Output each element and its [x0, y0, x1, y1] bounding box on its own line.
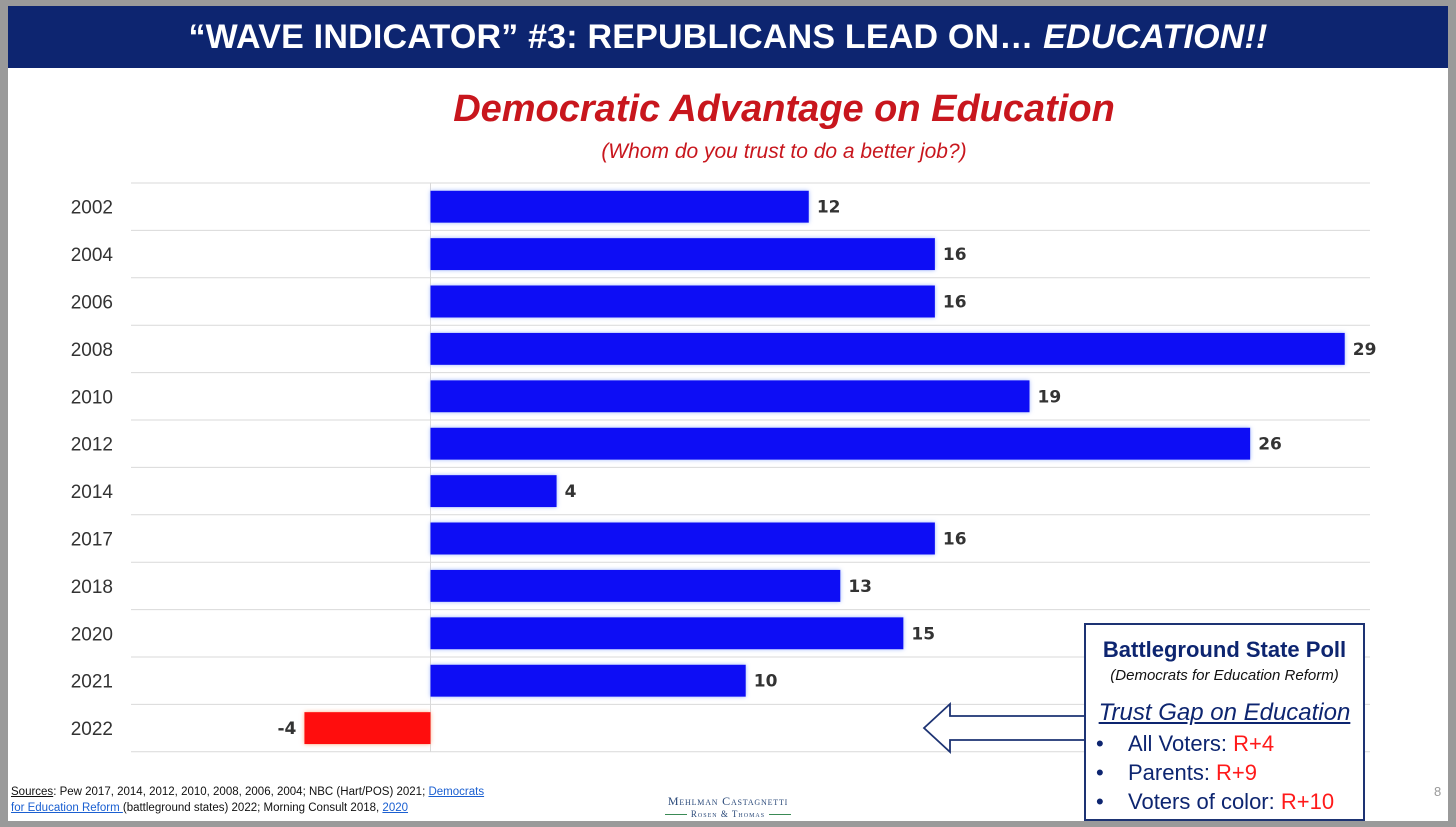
sources-link-dfer[interactable]: Democrats [428, 786, 485, 798]
category-label: 2012 [71, 435, 113, 456]
category-label: 2022 [71, 719, 113, 740]
value-label: 15 [911, 624, 935, 644]
sources-link-dfer-cont[interactable]: for Education Reform [11, 802, 123, 814]
item-label: Voters of color: [1128, 789, 1281, 814]
callout-subtitle: (Democrats for Education Reform) [1110, 667, 1339, 684]
category-label: 2020 [71, 624, 113, 645]
sources-link-2020[interactable]: 2020 [382, 802, 409, 814]
bar-2010 [430, 380, 1030, 413]
category-label: 2014 [71, 482, 114, 503]
logo-line-1: Mehlman Castagnetti [667, 794, 789, 808]
value-label: 4 [565, 482, 577, 502]
sources-label: Sources [11, 786, 54, 798]
category-label: 2021 [71, 672, 113, 693]
list-item: • Voters of color: R+10 [1096, 787, 1334, 816]
banner-title: “WAVE INDICATOR” #3: REPUBLICANS LEAD ON… [8, 6, 1448, 68]
bar-2022 [304, 712, 431, 745]
banner-title-main: “WAVE INDICATOR” #3: REPUBLICANS LEAD ON… [188, 18, 1044, 56]
bar-2006 [430, 285, 935, 318]
chart-subtitle: (Whom do you trust to do a better job?) [601, 140, 967, 163]
bar-2014 [430, 475, 557, 508]
value-label: 16 [943, 245, 967, 265]
banner-title-emphasis: EDUCATION!! [1043, 18, 1268, 56]
bullet-icon: • [1096, 760, 1104, 785]
value-label: 19 [1038, 387, 1062, 407]
sources-text-1: : Pew 2017, 2014, 2012, 2010, 2008, 2006… [53, 786, 429, 798]
bar-2021 [430, 664, 746, 697]
value-label: -4 [278, 719, 297, 739]
page-number: 8 [1434, 784, 1442, 799]
logo-rule-right [769, 814, 792, 816]
item-label: Parents: [1128, 760, 1217, 785]
value-label: 29 [1353, 340, 1377, 360]
category-label: 2002 [71, 198, 113, 219]
value-label: 13 [848, 577, 872, 597]
battleground-poll-callout: Battleground State Poll (Democrats for E… [1084, 623, 1365, 821]
value-label: 10 [754, 672, 778, 692]
bar-2012 [430, 427, 1251, 460]
sources-note: Sources: Pew 2017, 2014, 2012, 2010, 200… [11, 784, 484, 816]
list-item: • Parents: R+9 [1096, 758, 1334, 787]
bar-2020 [430, 617, 904, 650]
category-label: 2006 [71, 293, 113, 314]
list-item: • All Voters: R+4 [1096, 729, 1334, 758]
item-value: R+9 [1216, 760, 1258, 785]
value-label: 26 [1258, 435, 1282, 455]
logo-line-2: Rosen & Thomas [690, 809, 766, 819]
value-label: 16 [943, 530, 967, 550]
category-label: 2010 [71, 387, 113, 408]
item-value: R+10 [1280, 789, 1335, 814]
item-label: All Voters: [1128, 731, 1234, 756]
category-label: 2008 [71, 340, 113, 361]
bar-2008 [430, 332, 1345, 365]
bar-2017 [430, 522, 935, 555]
callout-heading: Trust Gap on Education [1098, 699, 1351, 726]
sources-text-2: (battleground states) 2022; Morning Cons… [122, 802, 383, 814]
item-value: R+4 [1233, 731, 1275, 756]
category-label: 2004 [71, 245, 114, 266]
value-label: 12 [817, 198, 841, 218]
bullet-icon: • [1096, 731, 1104, 756]
value-label: 16 [943, 293, 967, 313]
bar-chart: 2002 12 2004 16 2006 16 2008 29 2010 19 2012 26 2014… [71, 182, 1377, 755]
chart-title: Democratic Advantage on Education [453, 88, 1115, 130]
category-label: 2017 [71, 530, 113, 551]
firm-logo: Mehlman Castagnetti Rosen & Thomas [648, 794, 808, 819]
slide: “WAVE INDICATOR” #3: REPUBLICANS LEAD ON… [8, 6, 1448, 821]
callout-title: Battleground State Poll [1102, 637, 1347, 662]
logo-rule-left [664, 814, 687, 816]
trust-gap-list: • All Voters: R+4 • Parents: R+9 • Voters o… [1096, 729, 1334, 816]
bar-2004 [430, 238, 935, 271]
bullet-icon: • [1096, 789, 1104, 814]
bar-2018 [430, 569, 841, 602]
callout-arrow-icon [922, 701, 1089, 755]
bar-2002 [430, 190, 809, 223]
category-label: 2018 [71, 577, 113, 598]
